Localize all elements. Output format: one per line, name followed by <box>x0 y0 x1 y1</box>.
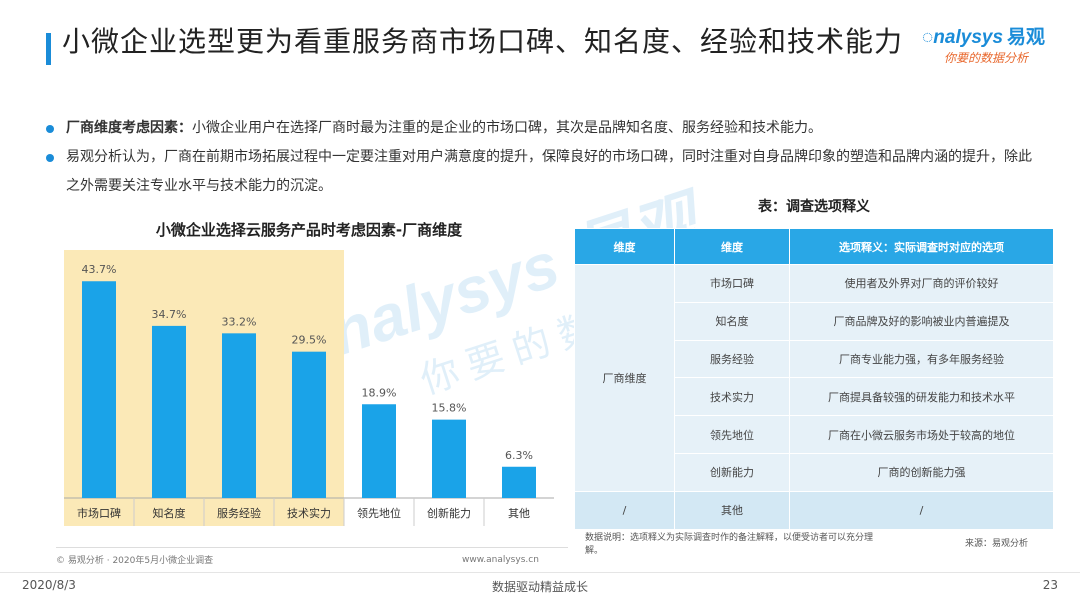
table-row: / 其他 / <box>574 490 1054 530</box>
title-accent-bar <box>46 33 51 65</box>
table-header-cell: 维度 <box>674 228 790 265</box>
footer-slogan: 数据驱动精益成长 <box>491 580 588 594</box>
table-title: 表：调查选项释义 <box>758 199 870 215</box>
table-item-cell: 知名度 <box>674 301 790 341</box>
logo-slogan: 你要的数据分析 <box>944 51 1029 65</box>
chart-source: © 易观分析 · 2020年5月小微企业调查 <box>56 556 214 566</box>
bar-value-label: 15.8% <box>432 402 467 415</box>
table-item-cell: 领先地位 <box>674 415 790 454</box>
table-item-cell: 服务经验 <box>674 339 790 379</box>
x-tick-label: 市场口碑 <box>77 506 121 520</box>
bar <box>152 325 186 498</box>
table-desc-cell: 厂商提具备较强的研发能力和技术水平 <box>789 377 1054 417</box>
chart-url: www.analysys.cn <box>462 555 539 565</box>
bullet-item: 厂商维度考虑因素：小微企业用户在选择厂商时最为注重的是企业的市场口碑，其次是品牌… <box>44 114 1044 143</box>
table-group-cell: / <box>574 490 675 530</box>
bar-value-label: 33.2% <box>222 315 257 328</box>
logo-text: nalysys <box>933 27 1004 48</box>
table-desc-cell: 厂商在小微云服务市场处于较高的地位 <box>789 415 1054 454</box>
definition-table: 维度 维度 选项释义：实际调查时对应的选项 厂商维度 市场口碑 使用者及外界对厂… <box>574 228 1054 530</box>
bullet-dot-icon <box>46 125 54 133</box>
table-source: 来源：易观分析 <box>965 539 1029 549</box>
bar <box>292 351 326 498</box>
bullet-item: 易观分析认为，厂商在前期市场拓展过程中一定要注重对用户满意度的提升，保障良好的市… <box>44 143 1044 201</box>
bar <box>222 333 256 498</box>
bar <box>362 404 396 498</box>
table-row: 技术实力 厂商提具备较强的研发能力和技术水平 <box>575 377 1054 417</box>
bar-value-label: 6.3% <box>505 449 533 462</box>
footer-divider <box>0 572 1080 573</box>
table-group-cell: 厂商维度 <box>574 264 675 492</box>
bar-value-label: 34.7% <box>152 308 187 321</box>
bar-value-label: 18.9% <box>362 386 397 399</box>
bullet-dot-icon <box>46 154 54 162</box>
logo-circle-icon: ◌ <box>922 27 934 48</box>
footer-date: 2020/8/3 <box>22 578 76 592</box>
bullet-text: 易观分析认为，厂商在前期市场拓展过程中一定要注重对用户满意度的提升，保障良好的市… <box>66 149 1032 194</box>
table-item-cell: 市场口碑 <box>674 264 790 303</box>
bar-value-label: 29.5% <box>292 334 327 347</box>
bar <box>432 419 466 498</box>
page-number: 23 <box>1042 578 1058 592</box>
table-header-cell: 维度 <box>574 228 675 265</box>
x-tick-label: 创新能力 <box>427 506 471 520</box>
table-note: 数据说明：选项释义为实际调查时作的备注解释，以便受访者可以充分理解。 <box>585 533 874 556</box>
source-divider <box>56 547 568 548</box>
x-tick-label: 技术实力 <box>287 506 331 520</box>
logo-cn: 易观 <box>1007 27 1046 48</box>
table-desc-cell: 使用者及外界对厂商的评价较好 <box>789 264 1054 303</box>
table-item-cell: 其他 <box>674 490 790 530</box>
bullet-list: 厂商维度考虑因素：小微企业用户在选择厂商时最为注重的是企业的市场口碑，其次是品牌… <box>44 114 1044 201</box>
table-row: 厂商维度 市场口碑 使用者及外界对厂商的评价较好 <box>574 264 1054 492</box>
bullet-bold-lead: 厂商维度考虑因素： <box>66 120 192 136</box>
chart-title: 小微企业选择云服务产品时考虑因素-厂商维度 <box>155 221 463 239</box>
bar <box>82 281 116 498</box>
table-desc-cell: 厂商品牌及好的影响被业内普遍提及 <box>789 301 1054 341</box>
x-tick-label: 知名度 <box>153 506 186 520</box>
x-tick-label: 领先地位 <box>357 506 401 520</box>
bar <box>502 466 536 498</box>
page-title: 小微企业选型更为看重服务商市场口碑、知名度、经验和技术能力 <box>62 25 904 58</box>
table-item-cell: 创新能力 <box>674 452 790 492</box>
table-item-cell: 技术实力 <box>674 377 790 417</box>
x-tick-label: 其他 <box>508 507 530 520</box>
bullet-text: 小微企业用户在选择厂商时最为注重的是企业的市场口碑，其次是品牌知名度、服务经验和… <box>192 120 822 136</box>
table-desc-cell: 厂商专业能力强，有多年服务经验 <box>789 339 1054 379</box>
table-desc-cell: 厂商的创新能力强 <box>789 452 1054 492</box>
bar-chart: 43.7% 市场口碑 34.7% 知名度 33.2% 服务经验 29.5% 技术实力 18.9%… <box>64 250 554 526</box>
analysys-logo: ◌nalysys 易观 你要的数据分析 <box>922 22 1062 72</box>
table-desc-cell: / <box>789 490 1054 530</box>
bar-value-label: 43.7% <box>82 263 117 276</box>
table-header-row: 维度 维度 选项释义：实际调查时对应的选项 <box>574 228 1054 265</box>
x-tick-label: 服务经验 <box>217 506 261 520</box>
table-header-cell: 选项释义：实际调查时对应的选项 <box>789 228 1054 265</box>
